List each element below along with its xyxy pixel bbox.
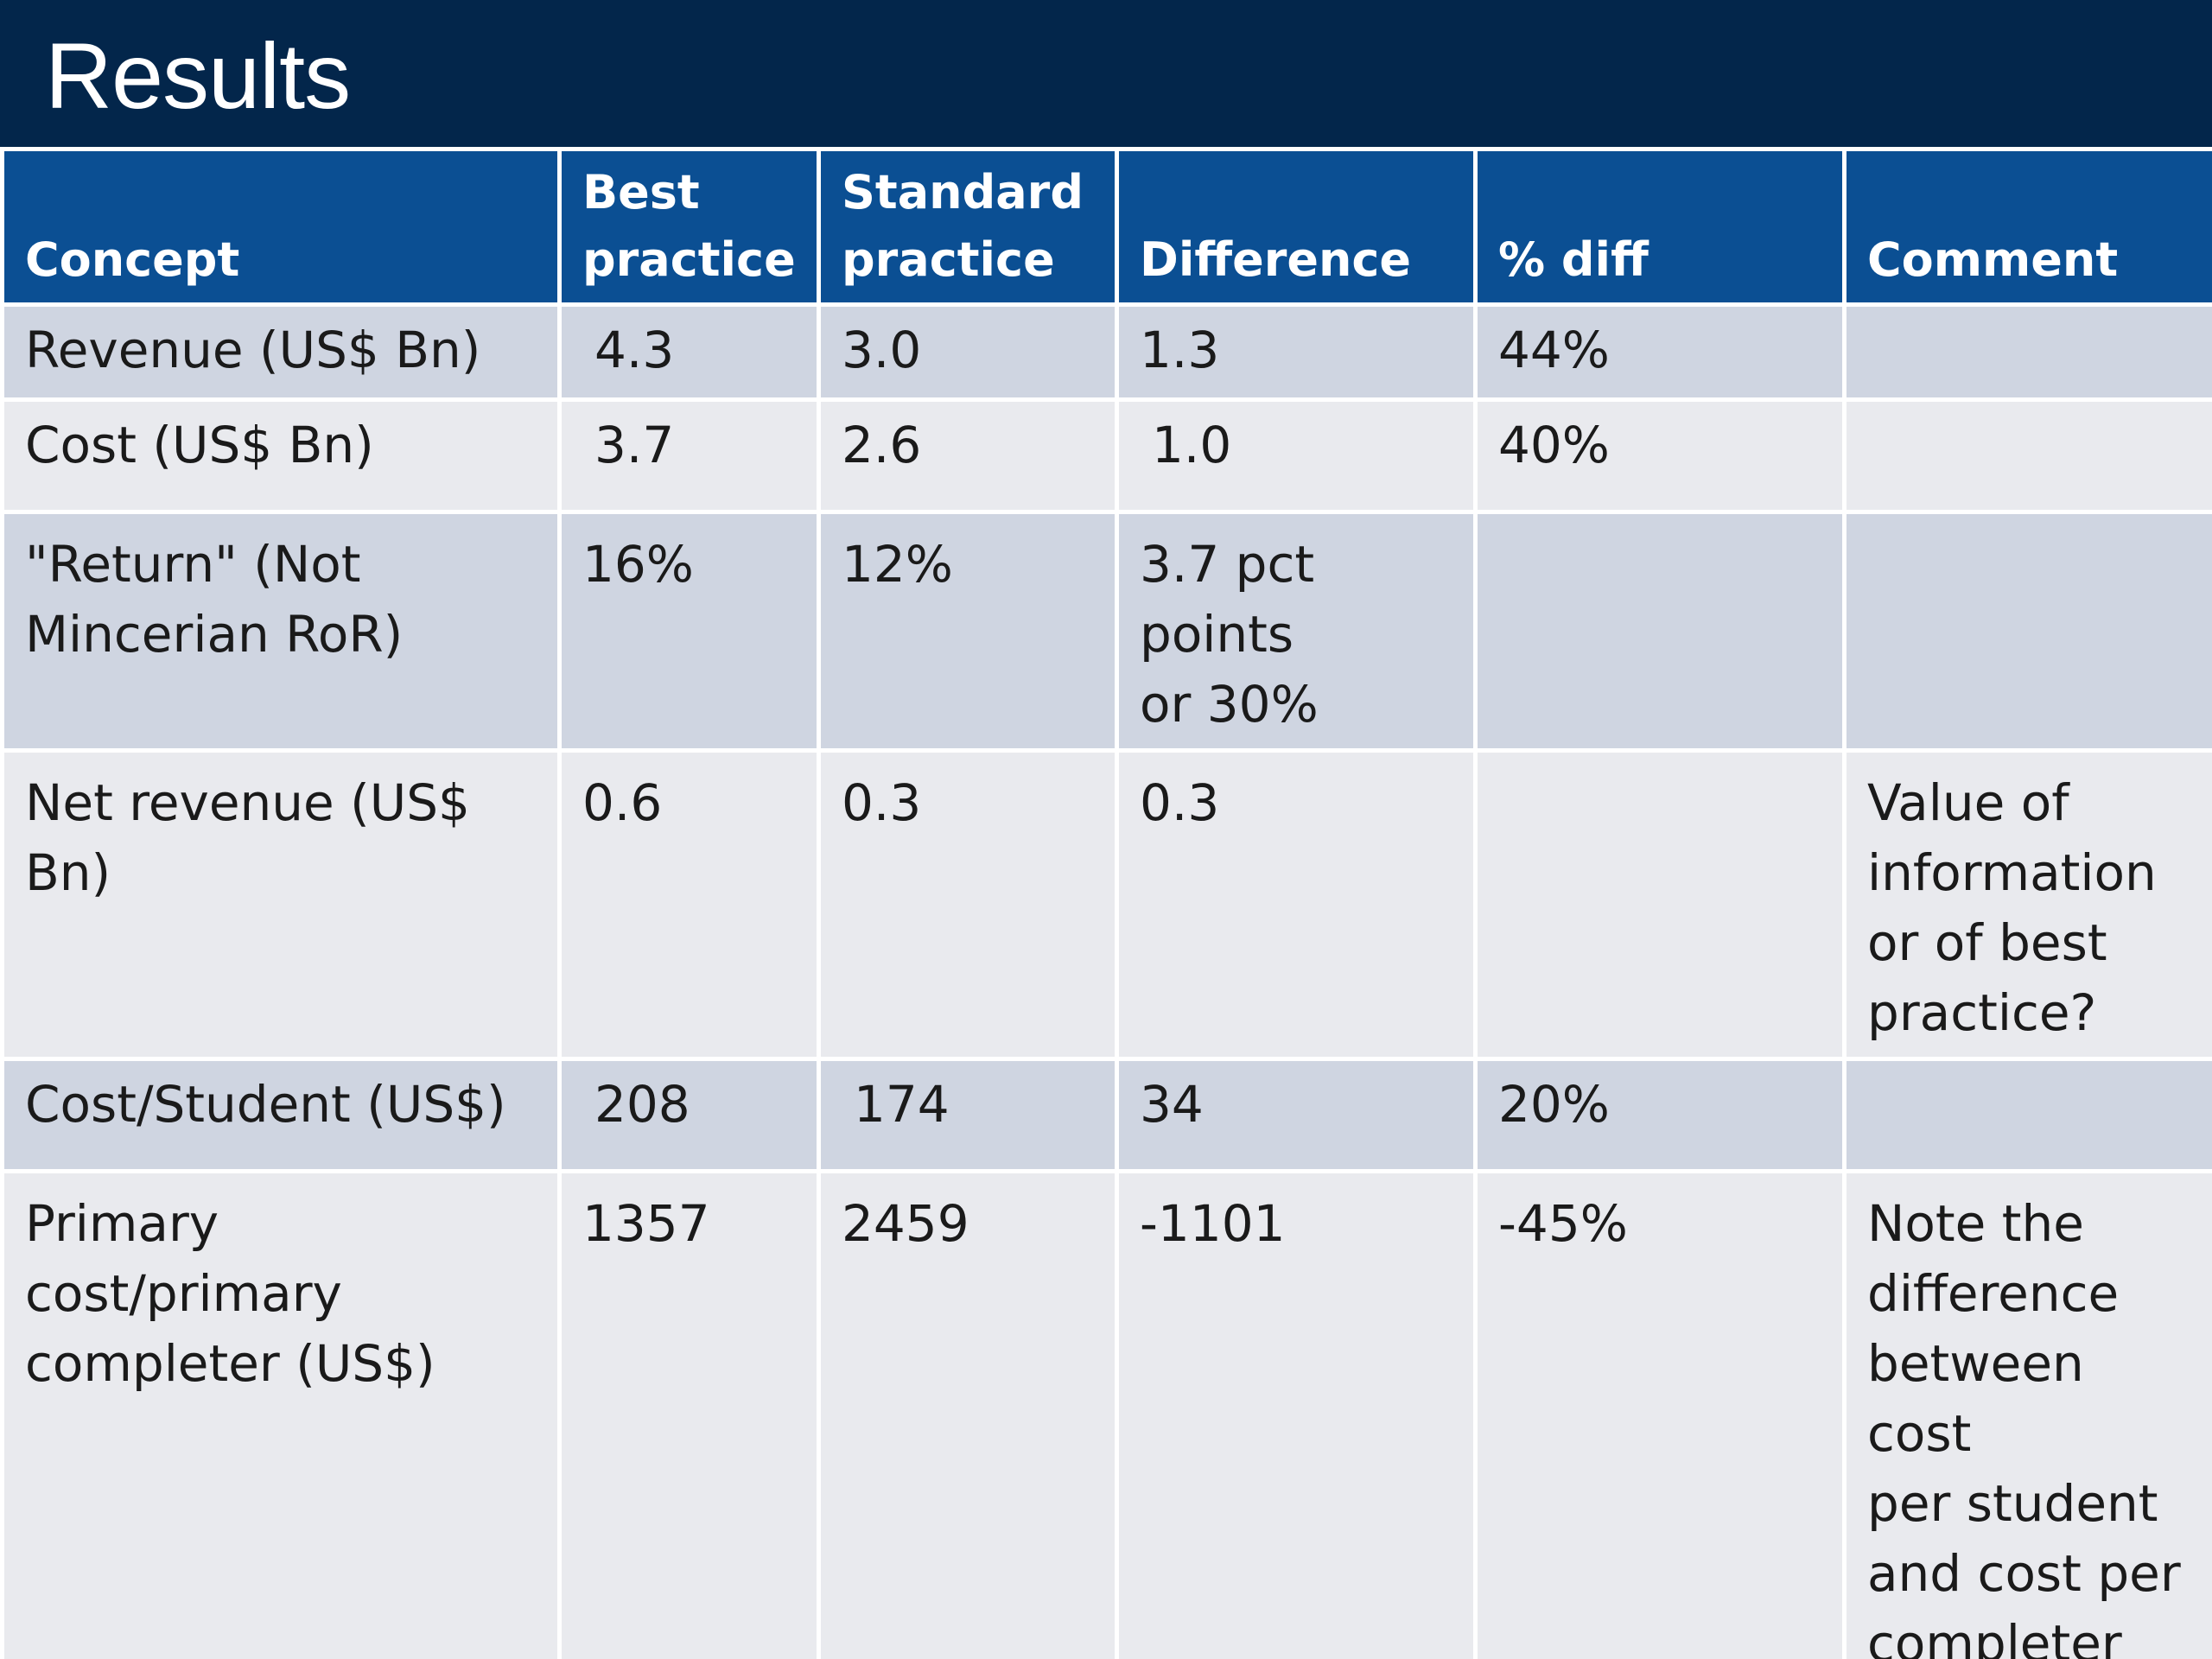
header-difference: Difference <box>1115 147 1478 307</box>
results-table: Concept Best practice Standard practice … <box>0 147 2212 1659</box>
table-row: Cost/Student (US$) 208 174 34 20% <box>0 1057 2212 1173</box>
cell-pct-diff: 40% <box>1473 397 1847 514</box>
cell-comment <box>1842 302 2212 402</box>
cell-best-practice: 208 <box>557 1057 821 1173</box>
cell-concept: Primary cost/primary completer (US$) <box>0 1169 562 1659</box>
header-comment: Comment <box>1842 147 2212 307</box>
cell-difference: 3.7 pct points or 30% <box>1115 510 1478 753</box>
header-concept: Concept <box>0 147 562 307</box>
table-row: Revenue (US$ Bn) 4.3 3.0 1.3 44% <box>0 302 2212 402</box>
table-row: Cost (US$ Bn) 3.7 2.6 1.0 40% <box>0 397 2212 514</box>
cell-standard-practice: 12% <box>817 510 1119 753</box>
cell-comment <box>1842 510 2212 753</box>
cell-standard-practice: 2.6 <box>817 397 1119 514</box>
cell-pct-diff: 44% <box>1473 302 1847 402</box>
table-row: Primary cost/primary completer (US$) 135… <box>0 1169 2212 1659</box>
table-row: Net revenue (US$ Bn) 0.6 0.3 0.3 Value o… <box>0 748 2212 1061</box>
header-standard-practice: Standard practice <box>817 147 1119 307</box>
cell-best-practice: 0.6 <box>557 748 821 1061</box>
cell-concept: "Return" (Not Mincerian RoR) <box>0 510 562 753</box>
cell-concept: Cost (US$ Bn) <box>0 397 562 514</box>
cell-standard-practice: 2459 <box>817 1169 1119 1659</box>
cell-difference: 34 <box>1115 1057 1478 1173</box>
header-pct-diff: % diff <box>1473 147 1847 307</box>
cell-difference: 0.3 <box>1115 748 1478 1061</box>
cell-difference: -1101 <box>1115 1169 1478 1659</box>
cell-pct-diff: -45% <box>1473 1169 1847 1659</box>
cell-best-practice: 16% <box>557 510 821 753</box>
cell-best-practice: 3.7 <box>557 397 821 514</box>
cell-pct-diff: 20% <box>1473 1057 1847 1173</box>
cell-pct-diff <box>1473 748 1847 1061</box>
cell-comment: Value of information or of best practice… <box>1842 748 2212 1061</box>
cell-pct-diff <box>1473 510 1847 753</box>
table-row: "Return" (Not Mincerian RoR) 16% 12% 3.7… <box>0 510 2212 753</box>
cell-concept: Net revenue (US$ Bn) <box>0 748 562 1061</box>
cell-standard-practice: 174 <box>817 1057 1119 1173</box>
header-best-practice: Best practice <box>557 147 821 307</box>
cell-comment <box>1842 397 2212 514</box>
table-header-row: Concept Best practice Standard practice … <box>0 147 2212 307</box>
cell-concept: Revenue (US$ Bn) <box>0 302 562 402</box>
cell-comment <box>1842 1057 2212 1173</box>
cell-concept: Cost/Student (US$) <box>0 1057 562 1173</box>
cell-difference: 1.3 <box>1115 302 1478 402</box>
cell-best-practice: 4.3 <box>557 302 821 402</box>
cell-standard-practice: 3.0 <box>817 302 1119 402</box>
cell-difference: 1.0 <box>1115 397 1478 514</box>
cell-comment: Note the difference between cost per stu… <box>1842 1169 2212 1659</box>
title-bar: Results <box>0 0 2212 147</box>
cell-standard-practice: 0.3 <box>817 748 1119 1061</box>
slide-title: Results <box>45 23 351 128</box>
cell-best-practice: 1357 <box>557 1169 821 1659</box>
